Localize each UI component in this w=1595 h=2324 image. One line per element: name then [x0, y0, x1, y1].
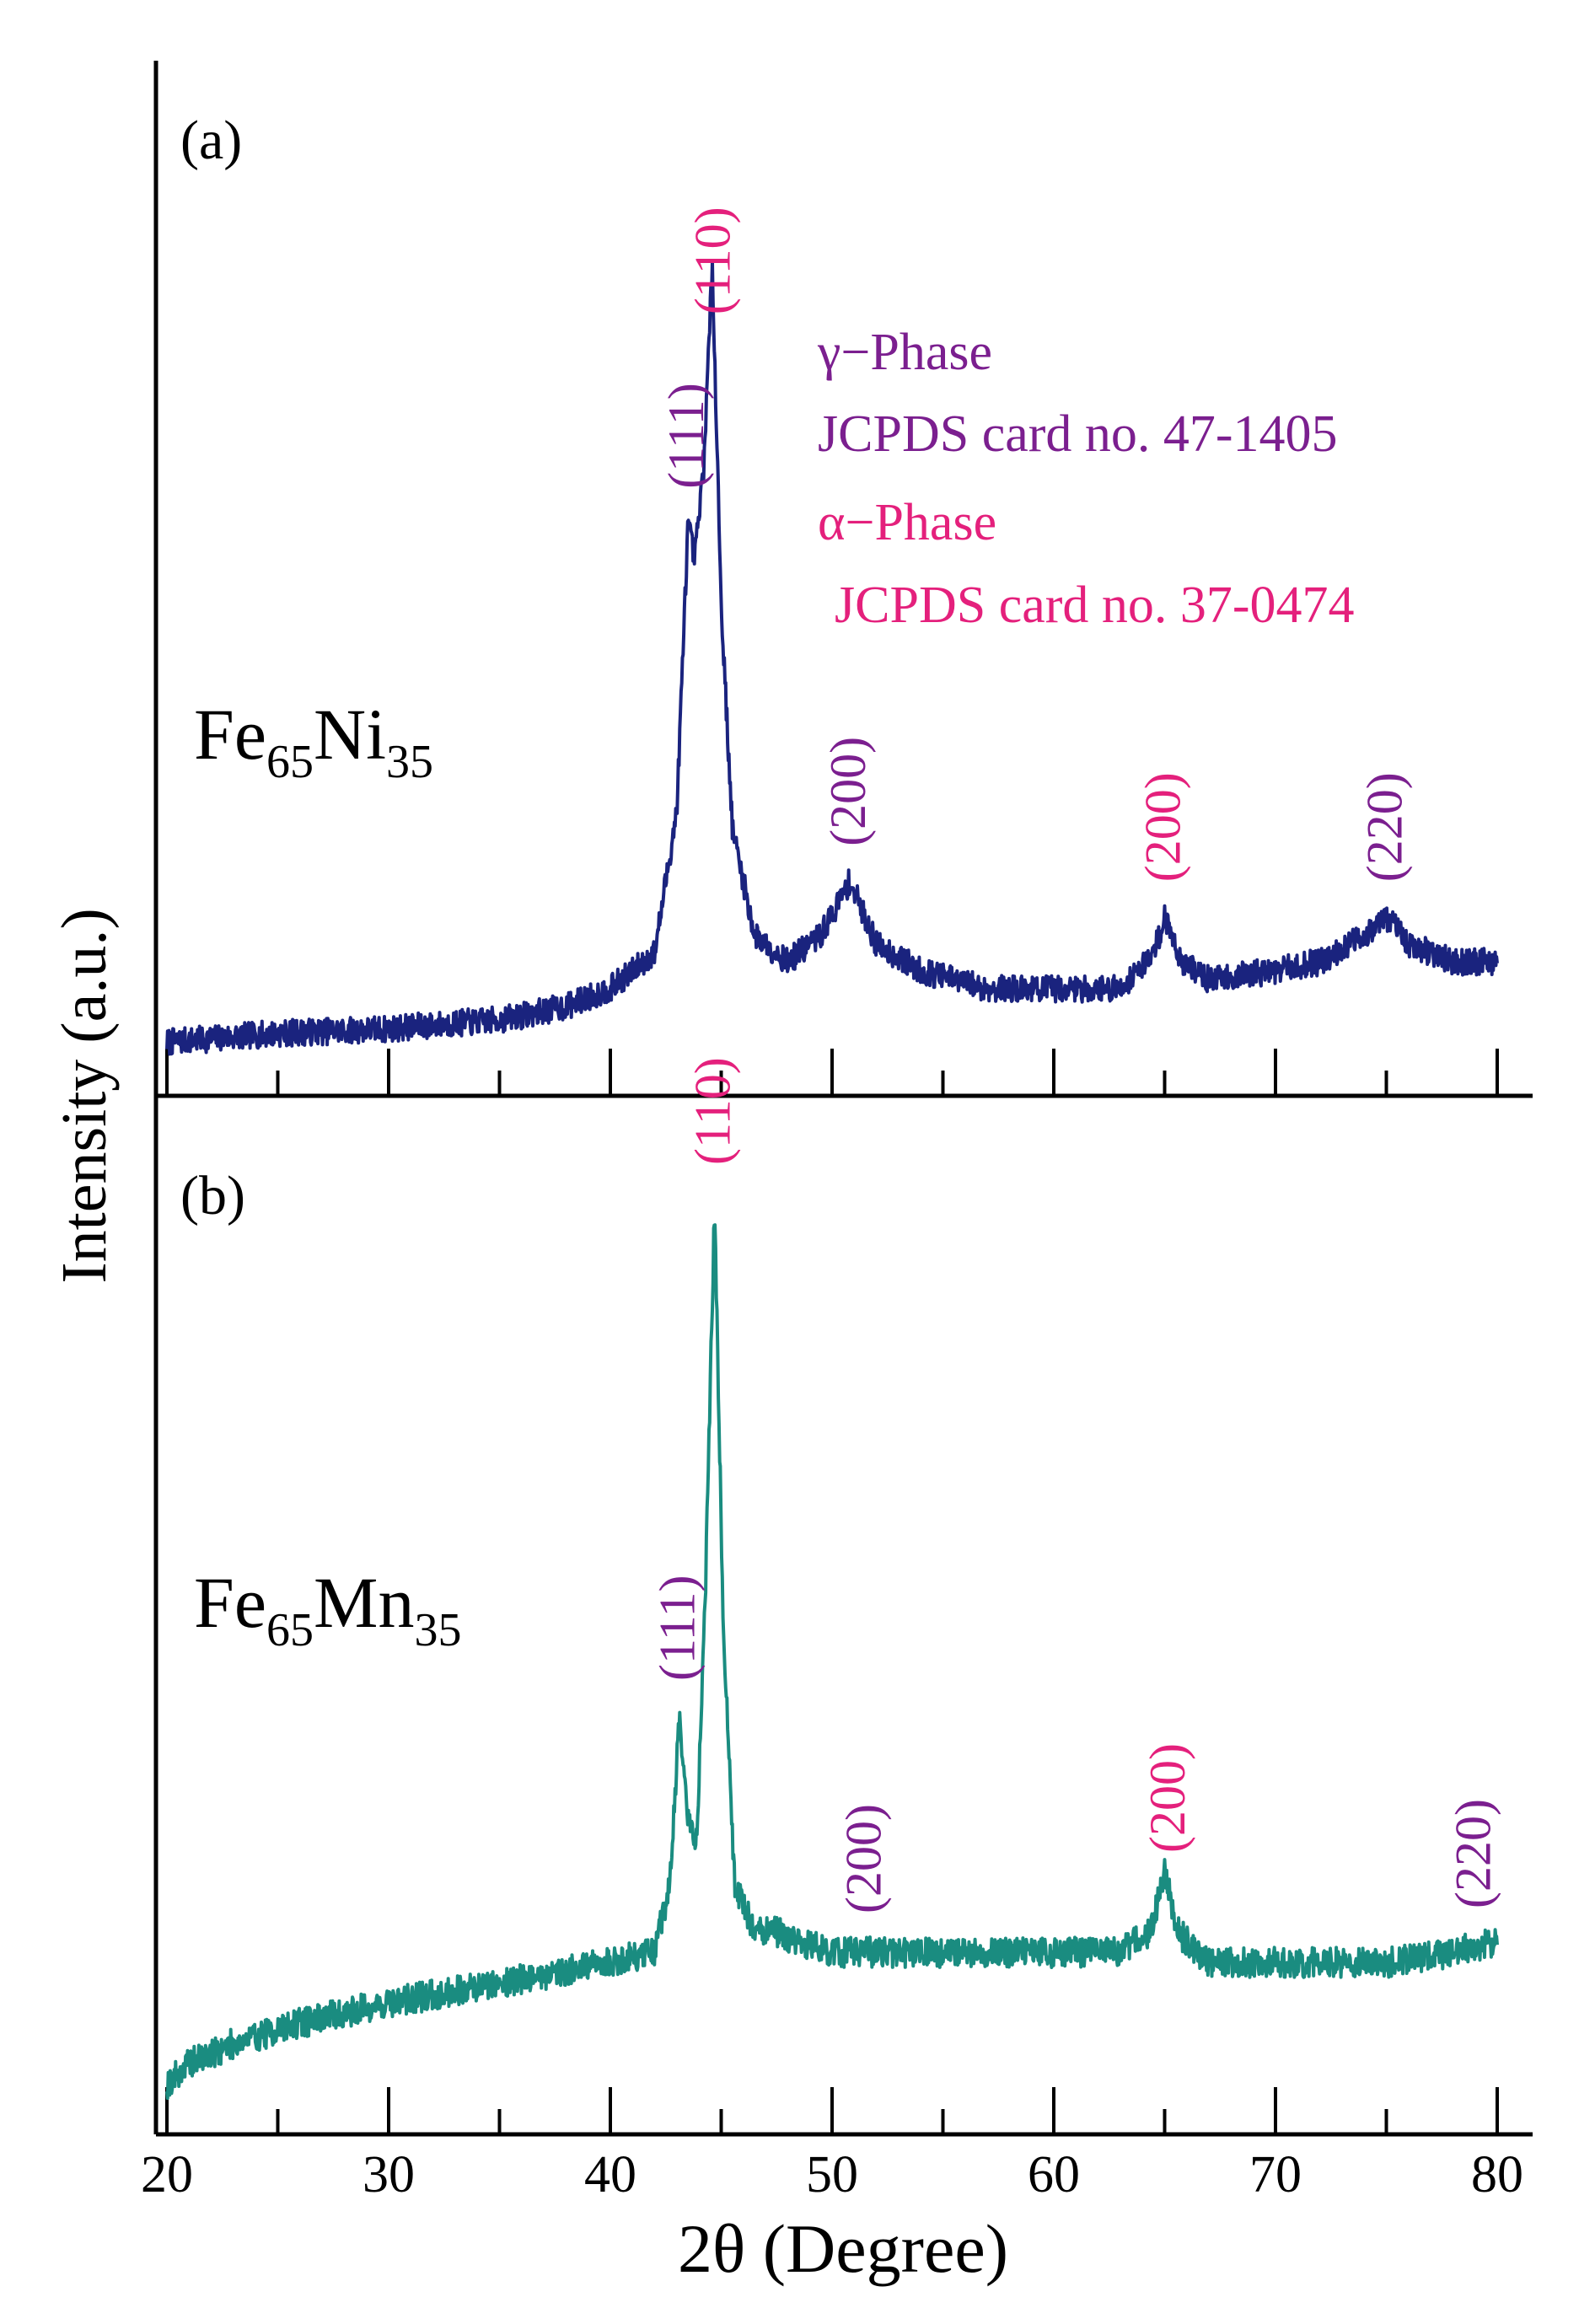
sample-label-b: Fe65Mn35: [194, 1562, 461, 1656]
phase-legend: γ−Phase JCPDS card no. 47-1405 α−Phase J…: [817, 324, 1355, 634]
trace-fe65ni35: [165, 260, 1499, 1056]
x-tick-label: 70: [1249, 2146, 1302, 2203]
peak-label: (200): [1136, 772, 1191, 882]
panel-a-label: (a): [180, 110, 242, 171]
alpha-phase-card: JCPDS card no. 37-0474: [835, 577, 1355, 634]
x-tick-label: 50: [806, 2146, 858, 2203]
panel-b-label: (b): [180, 1165, 245, 1226]
x-tick-label: 80: [1471, 2146, 1523, 2203]
gamma-phase-title: γ−Phase: [817, 324, 992, 381]
x-tick-labels: 20 30 40 50 60 70 80: [141, 2146, 1523, 2203]
alpha-phase-title: α−Phase: [818, 494, 996, 551]
peak-label: (200): [1140, 1743, 1195, 1853]
y-axis-title: Intensity (a.u.): [49, 908, 120, 1283]
x-tick-label: 30: [362, 2146, 415, 2203]
x-axis-title: 2θ (Degree): [678, 2210, 1008, 2287]
peak-label: (220): [1357, 772, 1413, 882]
peak-label: (200): [820, 737, 876, 846]
peak-label: (111): [650, 1575, 706, 1681]
peak-label: (110): [685, 1057, 741, 1165]
gamma-phase-card: JCPDS card no. 47-1405: [818, 405, 1338, 463]
panel-b-ticks: [165, 2087, 1499, 2134]
peak-label: (200): [836, 1804, 892, 1913]
sample-label-a: Fe65Ni35: [194, 694, 433, 788]
panel-a-ticks: [165, 1049, 1499, 1096]
peak-label: (110): [685, 207, 741, 314]
panel-b-peak-labels: (111) (110) (200) (200) (220): [650, 1057, 1501, 1913]
x-tick-label: 20: [141, 2146, 193, 2203]
x-tick-label: 40: [584, 2146, 636, 2203]
x-tick-label: 60: [1028, 2146, 1080, 2203]
trace-fe65mn35: [165, 1223, 1499, 2101]
peak-label: (220): [1446, 1799, 1501, 1908]
peak-label: (111): [658, 383, 714, 489]
panel-a-peak-labels: (111) (110) (200) (200) (220): [658, 207, 1413, 882]
